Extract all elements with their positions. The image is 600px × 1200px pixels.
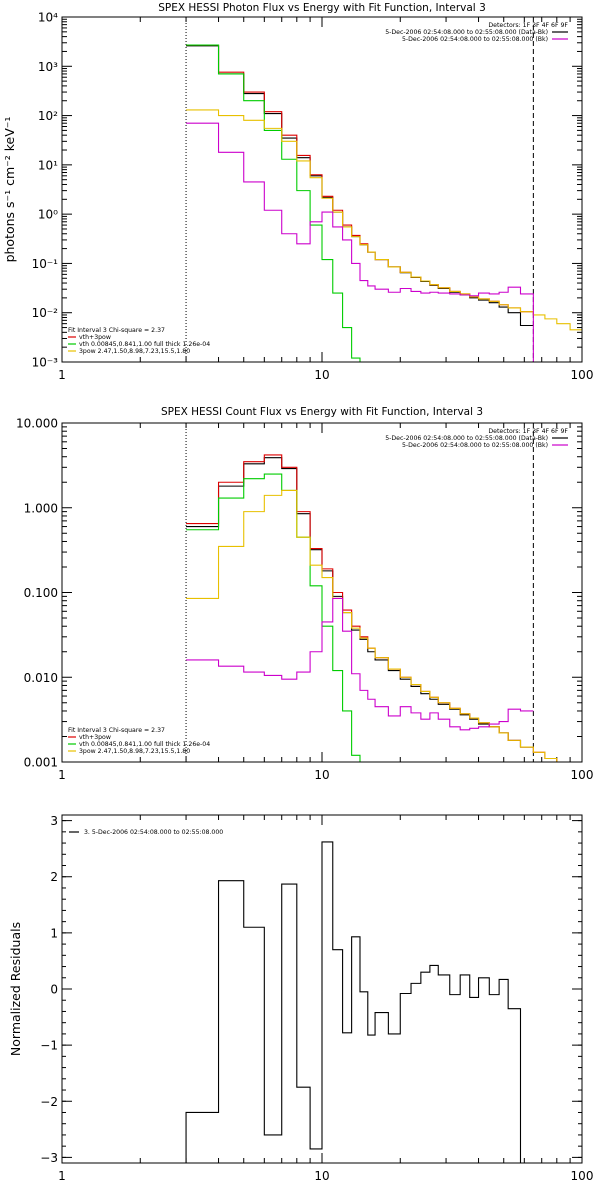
chart-title: SPEX HESSI Photon Flux vs Energy with Fi…	[158, 2, 486, 14]
series-line-vth	[186, 44, 361, 362]
series-line-3-5-dec-2006-02-54-08-000-to-02-55-08-000	[185, 841, 522, 1163]
y-tick-label: 10⁰	[38, 208, 58, 222]
chart-title: SPEX HESSI Count Flux vs Energy with Fit…	[161, 406, 483, 418]
plot-frame	[61, 814, 583, 1164]
chart-panel-1: SPEX HESSI Photon Flux vs Energy with Fi…	[2, 2, 594, 382]
series-line-bk	[186, 122, 534, 362]
y-tick-label: 10³	[38, 60, 58, 74]
y-axis-label: Normalized Residuals	[8, 922, 23, 1056]
y-tick-label: 10²	[38, 109, 58, 123]
y-tick-label: 2	[50, 870, 58, 884]
x-tick-label: 100	[571, 368, 594, 382]
legend-detectors: Detectors: 1F 3F 4F 6F 9F	[488, 22, 568, 29]
legend-entry-label: 5-Dec-2006 02:54:08.000 to 02:55:08.000 …	[402, 442, 548, 449]
legend-entry-label: 5-Dec-2006 02:54:08.000 to 02:55:08.000 …	[402, 36, 548, 43]
fit-legend-label: 3pow 2.47,1.50,8.98,7.23,15.5,1.80	[79, 748, 190, 755]
x-tick-label: 10	[314, 1169, 329, 1183]
series-line-vth-3pow	[186, 454, 571, 762]
y-tick-label: −3	[40, 1151, 58, 1165]
legend-detectors: Detectors: 1F 3F 4F 6F 9F	[488, 428, 568, 435]
legend-entry-label: 5-Dec-2006 02:54:08.000 to 02:55:08.000 …	[385, 29, 548, 36]
series-line-bk	[186, 597, 534, 731]
y-tick-label: 0.100	[24, 586, 58, 600]
x-tick-label: 10	[314, 368, 329, 382]
x-tick-label: 1	[58, 768, 66, 782]
series-line-data-bk	[186, 457, 534, 748]
y-tick-label: 10⁴	[38, 11, 58, 25]
series-line-data-bk	[186, 45, 534, 327]
plot-frame	[61, 422, 583, 763]
plot-area	[185, 423, 571, 762]
x-tick-label: 100	[571, 768, 594, 782]
fit-legend-label: vth 0.00845,0.841,1.00 full thick 1.26e-…	[79, 741, 210, 748]
plot-area	[185, 841, 522, 1163]
y-tick-label: 0.010	[24, 671, 58, 685]
fit-legend-header: Fit Interval 3 Chi-square = 2.37	[68, 327, 165, 334]
series-line-3pow	[186, 109, 582, 331]
x-tick-label: 10	[314, 768, 329, 782]
plot-area	[185, 17, 582, 362]
y-tick-label: −1	[40, 1039, 58, 1053]
y-tick-label: 10.000	[16, 417, 58, 431]
y-tick-label: 0	[50, 983, 58, 997]
x-tick-label: 1	[58, 368, 66, 382]
plot-frame	[61, 16, 583, 363]
fit-legend-label: vth+3pow	[79, 734, 111, 741]
y-axis-label: photons s⁻¹ cm⁻² keV⁻¹	[2, 117, 17, 263]
chart-panel-3: Normalized Residuals 1 10 100 −3 −2 −1 0 1 2 3 3. 5…	[8, 814, 593, 1183]
y-tick-label: 10⁻²	[32, 306, 59, 320]
x-tick-label: 100	[571, 1169, 594, 1183]
chart-panel-2: SPEX HESSI Count Flux vs Energy with Fit…	[16, 406, 594, 782]
series-line-3pow	[186, 489, 571, 762]
y-tick-label: 10⁻³	[32, 356, 59, 370]
x-tick-label: 1	[58, 1169, 66, 1183]
fit-legend-label: 3pow 2.47,1.50,8.98,7.23,15.5,1.80	[79, 348, 190, 355]
fit-legend-label: vth 0.00845,0.841,1.00 full thick 1.26e-…	[79, 341, 210, 348]
y-tick-label: 10¹	[38, 158, 58, 172]
legend-entry-label: 3. 5-Dec-2006 02:54:08.000 to 02:55:08.0…	[84, 829, 223, 836]
fit-legend-label: vth+3pow	[79, 334, 111, 341]
legend-entry-label: 5-Dec-2006 02:54:08.000 to 02:55:08.000 …	[385, 435, 548, 442]
fit-legend-header: Fit Interval 3 Chi-square = 2.37	[68, 727, 165, 734]
y-tick-label: −2	[40, 1095, 58, 1109]
y-tick-label: 1.000	[24, 501, 58, 515]
y-tick-label: 0.001	[24, 756, 58, 770]
series-line-vth	[186, 473, 361, 762]
y-tick-label: 10⁻¹	[32, 257, 59, 271]
y-tick-label: 3	[50, 814, 58, 828]
y-tick-label: 1	[50, 926, 58, 940]
